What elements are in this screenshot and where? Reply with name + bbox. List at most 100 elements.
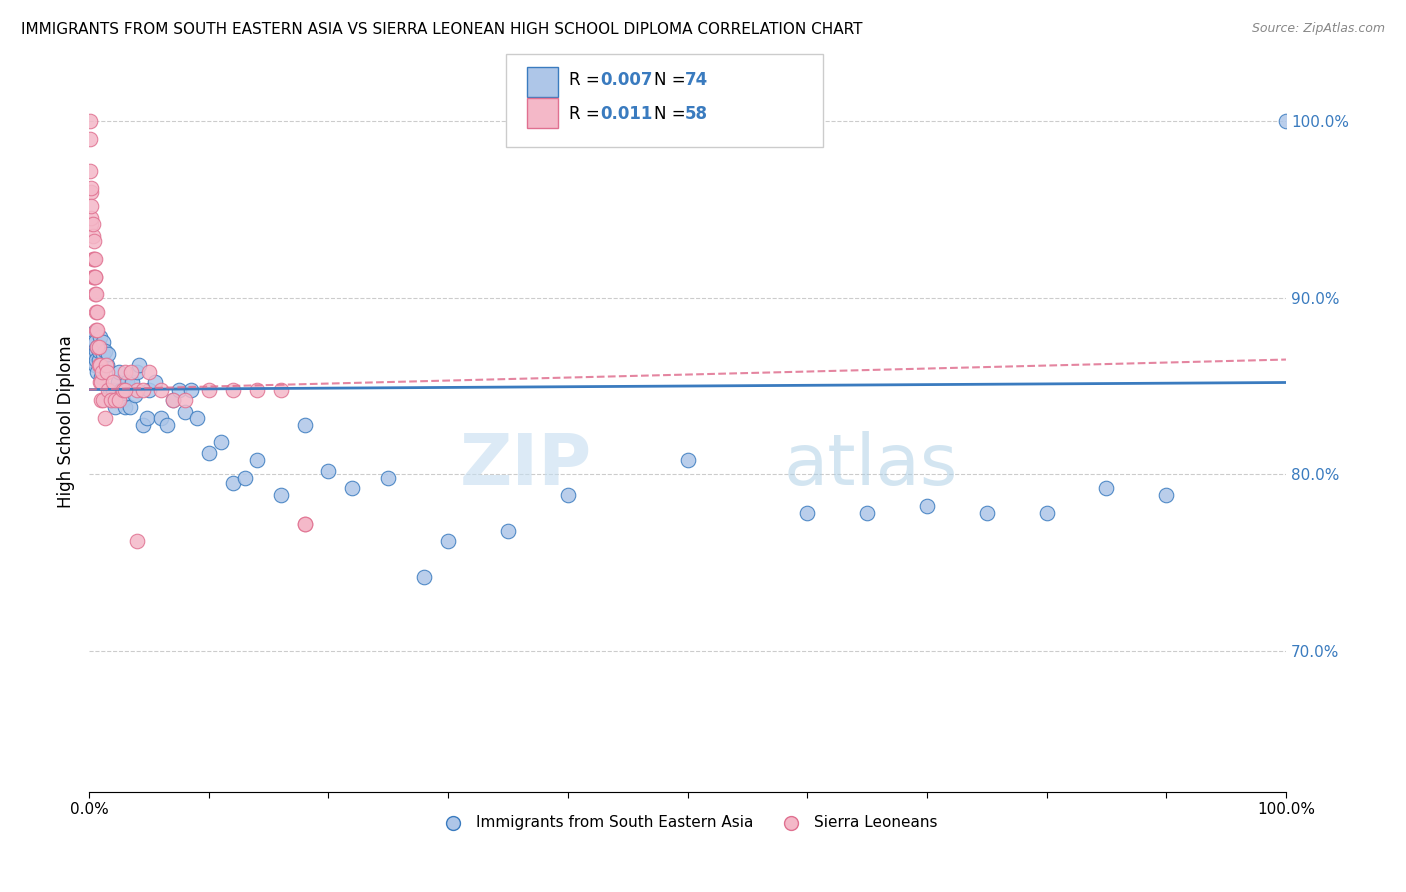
Point <box>128 358 150 372</box>
Point <box>138 383 160 397</box>
Point <box>108 365 131 379</box>
Point <box>100 393 122 408</box>
Point <box>80 181 103 195</box>
Point <box>246 453 269 467</box>
Point <box>222 476 245 491</box>
Point <box>125 365 148 379</box>
Point <box>97 383 120 397</box>
Text: 58: 58 <box>685 105 707 123</box>
Point <box>87 340 110 354</box>
Point <box>976 506 998 520</box>
Point <box>93 347 115 361</box>
Point <box>167 383 190 397</box>
Point <box>676 453 699 467</box>
Point <box>89 358 111 372</box>
Point <box>87 343 110 358</box>
Point <box>80 352 103 367</box>
Point <box>87 352 110 367</box>
Point <box>377 471 399 485</box>
Text: N =: N = <box>654 105 690 123</box>
Point <box>83 269 105 284</box>
Point <box>1275 114 1298 128</box>
Point <box>79 163 101 178</box>
Point <box>120 365 142 379</box>
Point <box>83 235 105 249</box>
Point <box>82 269 104 284</box>
Point <box>107 376 129 390</box>
Point <box>84 269 107 284</box>
Point <box>1035 506 1057 520</box>
Point <box>86 340 108 354</box>
Point <box>80 217 103 231</box>
Point <box>84 305 107 319</box>
Point <box>111 383 134 397</box>
Point <box>84 322 107 336</box>
Point <box>89 376 111 390</box>
Point <box>82 334 104 349</box>
Point <box>156 417 179 432</box>
Text: 0.011: 0.011 <box>600 105 652 123</box>
Point <box>114 365 136 379</box>
Point <box>82 229 104 244</box>
Point <box>197 383 219 397</box>
Point <box>82 217 104 231</box>
Point <box>90 376 112 390</box>
Point <box>132 417 155 432</box>
Point <box>84 343 107 358</box>
Point <box>82 326 104 340</box>
Point <box>437 534 460 549</box>
Point <box>132 383 155 397</box>
Point <box>318 464 340 478</box>
Point <box>125 534 148 549</box>
Point <box>162 393 184 408</box>
Point <box>93 410 115 425</box>
Point <box>94 358 117 372</box>
Point <box>100 393 122 408</box>
Point <box>138 365 160 379</box>
Point <box>342 482 364 496</box>
Point <box>197 446 219 460</box>
Point <box>233 471 256 485</box>
Text: Source: ZipAtlas.com: Source: ZipAtlas.com <box>1251 22 1385 36</box>
Point <box>96 358 118 372</box>
Point <box>91 365 114 379</box>
Point <box>557 488 579 502</box>
Point <box>114 401 136 415</box>
Point <box>98 388 121 402</box>
Point <box>84 334 107 349</box>
Point <box>97 347 120 361</box>
Point <box>79 340 101 354</box>
Point <box>79 114 101 128</box>
Point <box>104 393 127 408</box>
Point <box>84 252 107 266</box>
Point <box>124 388 146 402</box>
Point <box>90 370 112 384</box>
Point <box>294 516 316 531</box>
Point <box>84 352 107 367</box>
Point <box>82 252 104 266</box>
Point <box>90 358 112 372</box>
Point <box>86 365 108 379</box>
Point <box>915 499 938 513</box>
Point <box>80 199 103 213</box>
Point <box>246 383 269 397</box>
Point <box>93 334 115 349</box>
Text: R =: R = <box>569 105 610 123</box>
Point <box>86 322 108 336</box>
Y-axis label: High School Diploma: High School Diploma <box>58 334 75 508</box>
Point <box>84 269 107 284</box>
Text: 74: 74 <box>685 71 709 89</box>
Point <box>143 376 166 390</box>
Text: 0.007: 0.007 <box>600 71 652 89</box>
Point <box>96 365 118 379</box>
Point <box>90 393 112 408</box>
Point <box>270 383 292 397</box>
Point <box>173 393 195 408</box>
Point <box>856 506 879 520</box>
Point <box>125 383 148 397</box>
Point <box>89 329 111 343</box>
Point <box>173 405 195 419</box>
Point <box>84 287 107 301</box>
Point <box>114 383 136 397</box>
Point <box>101 376 124 390</box>
